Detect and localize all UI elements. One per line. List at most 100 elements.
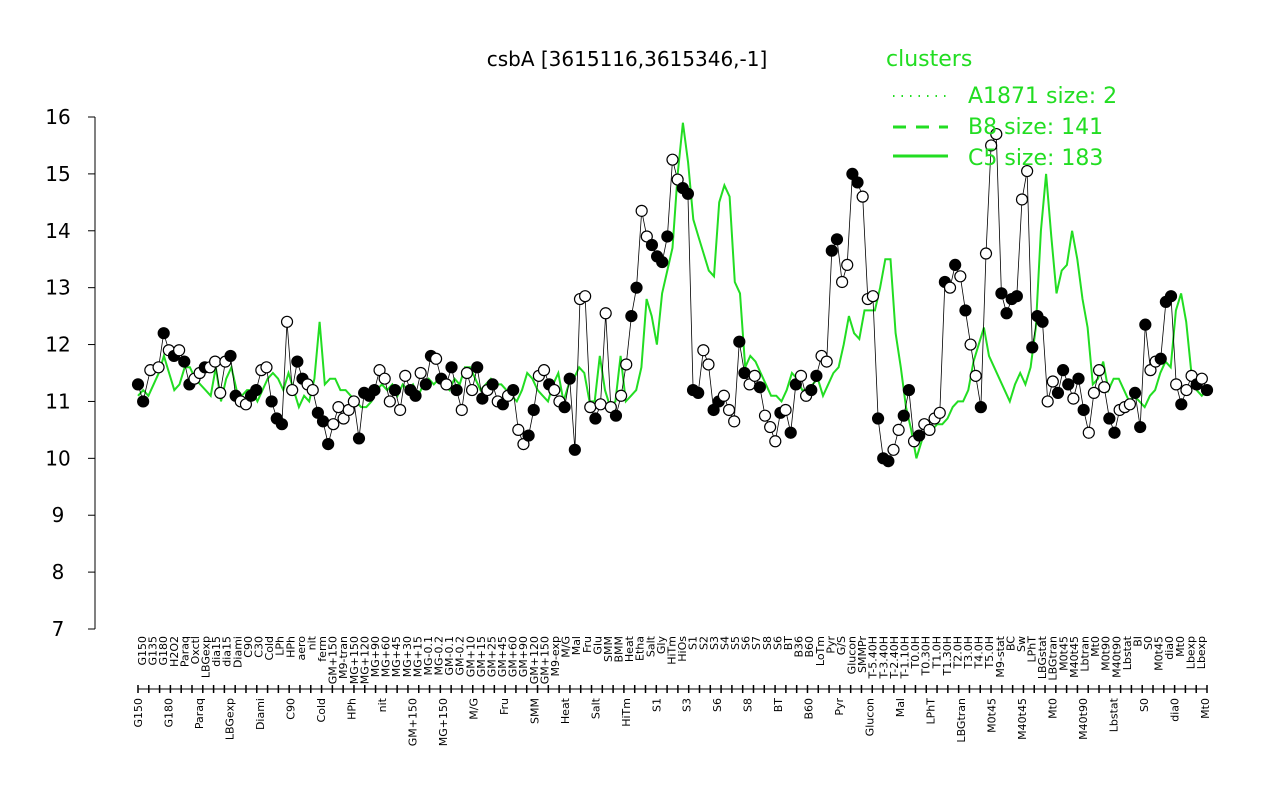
x-tick-label-upper: S8 <box>761 636 774 650</box>
x-tick-label-upper: S2 <box>697 636 710 650</box>
data-point <box>871 412 885 425</box>
data-point <box>810 369 823 382</box>
data-point <box>805 383 818 397</box>
data-point <box>897 409 910 422</box>
x-tick-label-lower: MG+150 <box>437 698 450 746</box>
data-point <box>1175 398 1188 411</box>
x-tick-label-upper: Oxctl <box>189 636 202 664</box>
x-tick-label-upper: GM+10 <box>464 636 477 677</box>
data-point <box>1015 193 1029 206</box>
x-tick-label-upper: Mt0 <box>1174 636 1187 657</box>
x-tick-label-upper: Mal <box>570 636 583 655</box>
data-point <box>265 395 278 408</box>
x-tick-label-upper: MG+60 <box>380 636 393 677</box>
data-point <box>1180 383 1193 397</box>
data-point <box>784 426 797 439</box>
data-point <box>131 378 145 391</box>
x-tick-label-lower: nit <box>376 697 389 712</box>
data-point <box>949 258 962 272</box>
data-point <box>1046 375 1059 388</box>
data-point <box>615 389 628 402</box>
y-tick-label: 10 <box>45 446 70 470</box>
x-tick-label-upper: M40t90 <box>1110 636 1123 678</box>
data-point <box>902 383 916 397</box>
x-tick-label-upper: Lbexp <box>1184 636 1197 669</box>
data-point <box>830 233 844 246</box>
data-point <box>692 386 705 400</box>
x-tick-label-lower: G180 <box>163 698 176 728</box>
data-point <box>656 255 669 269</box>
x-tick-label-upper: T5.0H <box>983 636 996 669</box>
data-point <box>157 327 170 340</box>
data-point <box>1036 315 1049 328</box>
data-point <box>985 139 998 152</box>
data-point <box>1077 403 1090 417</box>
data-point <box>702 358 715 371</box>
series-line <box>137 122 1208 459</box>
legend-label: A1871 size: 2 <box>968 84 1117 109</box>
data-point <box>882 455 895 468</box>
data-point <box>568 443 581 456</box>
x-tick-label-upper: SMMPr <box>856 636 869 673</box>
x-tick-label-lower: Glucon <box>864 698 877 736</box>
data-point <box>748 369 761 382</box>
data-point <box>594 398 607 411</box>
x-tick-label-lower: S1 <box>650 698 663 712</box>
x-tick-label-upper: S7 <box>750 636 763 650</box>
data-point <box>666 153 679 166</box>
y-axis: 7 8 9 10 11 12 13 14 15 16 <box>45 105 96 641</box>
data-point <box>455 403 468 417</box>
x-tick-label-upper: GM+45 <box>496 636 509 677</box>
data-point <box>609 409 623 422</box>
data-point <box>1134 420 1147 434</box>
data-point <box>599 307 612 320</box>
data-point <box>584 401 597 414</box>
data-point <box>1128 386 1142 400</box>
x-tick-label-upper: H2O2 <box>168 636 181 667</box>
data-point <box>286 383 299 397</box>
x-tick-label-lower: LPhT <box>925 698 938 725</box>
data-point <box>507 383 520 397</box>
data-point <box>943 281 957 294</box>
data-point <box>1123 398 1137 411</box>
x-tick-label-upper: GM+15 <box>475 636 488 677</box>
y-tick-label: 11 <box>45 389 70 413</box>
x-tick-label-upper: Lbtran <box>1079 636 1092 672</box>
x-tick-label-lower: M40t90 <box>1077 698 1090 740</box>
data-points <box>131 127 1214 468</box>
x-tick-label-upper: Glucon <box>846 636 859 674</box>
data-point <box>322 438 335 451</box>
data-point <box>512 423 525 436</box>
data-point <box>1092 364 1106 377</box>
x-tick-label-upper: T-2.40H <box>888 636 901 679</box>
x-tick-label-upper: MG+15 <box>411 636 424 677</box>
x-tick-label-upper: LoTm <box>814 636 827 666</box>
x-tick-label-upper: S3 <box>708 636 721 650</box>
x-tick-label-upper: Paraq <box>178 636 191 667</box>
data-point <box>275 418 289 431</box>
x-tick-label-upper: MG+120 <box>358 636 371 684</box>
data-point <box>399 369 412 382</box>
x-tick-label-upper: G150 <box>136 636 149 666</box>
x-tick-label-upper: GM-0.1 <box>443 636 456 675</box>
y-tick-label: 8 <box>52 560 65 584</box>
x-tick-label-lower: Salt <box>589 697 602 719</box>
data-point <box>661 230 674 243</box>
data-point <box>620 358 633 371</box>
data-point <box>933 406 946 419</box>
x-tick-label-upper: Mt0 <box>1089 636 1102 657</box>
x-tick-label-lower: S6 <box>711 698 724 712</box>
x-tick-label-upper: M0t45 <box>1153 636 1166 671</box>
legend: clusters A1871 size: 2 B8 size: 141 C5 s… <box>886 47 1117 171</box>
data-point <box>440 378 453 391</box>
y-tick-label: 13 <box>45 276 70 300</box>
x-tick-label-upper: S1 <box>687 636 700 650</box>
data-point <box>1041 395 1054 408</box>
data-point <box>1067 392 1080 405</box>
data-point <box>589 412 602 425</box>
x-tick-label-lower: Mt0 <box>1047 698 1060 719</box>
x-tick-label-upper: dia15 <box>210 636 223 667</box>
data-point <box>486 378 499 391</box>
x-tick-label-lower: LBGtran <box>955 698 968 743</box>
data-point <box>327 418 340 431</box>
